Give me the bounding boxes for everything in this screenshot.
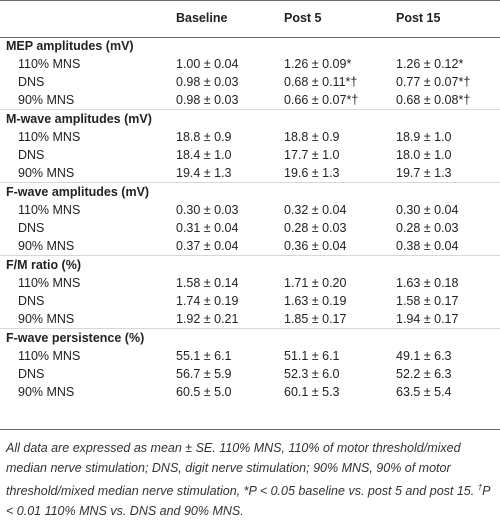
table-cell: 1.58 ± 0.14 [176, 275, 239, 290]
col-header-post5: Post 5 [284, 11, 322, 26]
bottom-rule [0, 429, 500, 430]
table-cell: 0.28 ± 0.03 [396, 220, 459, 235]
dagger-mark: † [477, 483, 483, 492]
table-row: 110% MNS 0.30 ± 0.03 0.32 ± 0.04 0.30 ± 0.0… [0, 201, 500, 219]
table-cell: 1.63 ± 0.18 [396, 275, 459, 290]
table-cell: 1.00 ± 0.04 [176, 56, 239, 71]
table-cell: 1.92 ± 0.21 [176, 311, 239, 326]
section-row: MEP amplitudes (mV) [0, 37, 500, 55]
table-cell: 0.28 ± 0.03 [284, 220, 347, 235]
table-cell: 1.71 ± 0.20 [284, 275, 347, 290]
table-cell: 0.68 ± 0.11*† [284, 74, 358, 89]
table-cell: 18.8 ± 0.9 [284, 129, 340, 144]
table-cell: 52.2 ± 6.3 [396, 366, 452, 381]
section-title: F/M ratio (%) [0, 255, 500, 274]
table-cell: 0.30 ± 0.03 [176, 202, 239, 217]
table-cell: 17.7 ± 1.0 [284, 147, 340, 162]
table-cell: 0.37 ± 0.04 [176, 238, 239, 253]
table-cell: 18.8 ± 0.9 [176, 129, 232, 144]
table-cell: 1.94 ± 0.17 [396, 311, 459, 326]
row-label: 110% MNS [18, 202, 81, 217]
table-row: 90% MNS 19.4 ± 1.3 19.6 ± 1.3 19.7 ± 1.3 [0, 164, 500, 183]
table-cell: 55.1 ± 6.1 [176, 348, 232, 363]
table-cell: 1.26 ± 0.12* [396, 56, 464, 71]
table-cell: 18.9 ± 1.0 [396, 129, 452, 144]
header-row: Baseline Post 5 Post 15 [0, 0, 500, 37]
row-label: 90% MNS [18, 92, 75, 107]
table-cell: 0.31 ± 0.04 [176, 220, 239, 235]
row-label: 110% MNS [18, 56, 81, 71]
table-cell: 0.98 ± 0.03 [176, 74, 239, 89]
row-label: 110% MNS [18, 275, 81, 290]
table-cell: 52.3 ± 6.0 [284, 366, 340, 381]
section-row: F-wave persistence (%) [0, 328, 500, 347]
row-label: 90% MNS [18, 311, 75, 326]
section-title: F-wave persistence (%) [0, 328, 500, 347]
table-cell: 1.26 ± 0.09* [284, 56, 352, 71]
table-row: 110% MNS 18.8 ± 0.9 18.8 ± 0.9 18.9 ± 1.0 [0, 128, 500, 146]
table-cell: 19.7 ± 1.3 [396, 165, 452, 180]
col-header-post15: Post 15 [396, 11, 441, 26]
table-cell: 1.85 ± 0.17 [284, 311, 347, 326]
table-row: 110% MNS 1.00 ± 0.04 1.26 ± 0.09* 1.26 ± 0.… [0, 55, 500, 73]
header-rule [0, 37, 500, 38]
data-table: Baseline Post 5 Post 15 MEP amplitudes (… [0, 0, 500, 401]
table-row: DNS 1.74 ± 0.19 1.63 ± 0.19 1.58 ± 0.17 [0, 292, 500, 310]
table-cell: 18.0 ± 1.0 [396, 147, 452, 162]
table-cell: 0.36 ± 0.04 [284, 238, 347, 253]
row-label: 110% MNS [18, 348, 81, 363]
table-cell: 60.1 ± 5.3 [284, 384, 340, 399]
table-row: 90% MNS 0.37 ± 0.04 0.36 ± 0.04 0.38 ± 0.04 [0, 237, 500, 256]
table-cell: 0.98 ± 0.03 [176, 92, 239, 107]
table-cell: 0.68 ± 0.08*† [396, 92, 471, 107]
row-label: 90% MNS [18, 384, 75, 399]
section-row: M-wave amplitudes (mV) [0, 109, 500, 128]
table-body: MEP amplitudes (mV) 110% MNS 1.00 ± 0.04 1.… [0, 37, 500, 401]
table-cell: 63.5 ± 5.4 [396, 384, 452, 399]
table-row: 110% MNS 1.58 ± 0.14 1.71 ± 0.20 1.63 ± 0.1… [0, 274, 500, 292]
top-rule [0, 0, 500, 1]
row-label: DNS [18, 220, 45, 235]
table-row: DNS 0.31 ± 0.04 0.28 ± 0.03 0.28 ± 0.03 [0, 219, 500, 237]
table-cell: 56.7 ± 5.9 [176, 366, 232, 381]
row-label: DNS [18, 147, 45, 162]
row-label: 90% MNS [18, 238, 75, 253]
table-cell: 0.66 ± 0.07*† [284, 92, 359, 107]
table-row: 90% MNS 60.5 ± 5.0 60.1 ± 5.3 63.5 ± 5.4 [0, 383, 500, 401]
table-cell: 0.32 ± 0.04 [284, 202, 347, 217]
table-cell: 1.74 ± 0.19 [176, 293, 239, 308]
section-title: F-wave amplitudes (mV) [0, 182, 500, 201]
table-footnote: All data are expressed as mean ± SE. 110… [6, 438, 494, 521]
row-label: DNS [18, 293, 45, 308]
table-row: DNS 0.98 ± 0.03 0.68 ± 0.11*† 0.77 ± 0.07*† [0, 73, 500, 91]
section-row: F/M ratio (%) [0, 255, 500, 274]
table-row: 110% MNS 55.1 ± 6.1 51.1 ± 6.1 49.1 ± 6.3 [0, 347, 500, 365]
section-title: M-wave amplitudes (mV) [0, 109, 500, 128]
table-row: DNS 56.7 ± 5.9 52.3 ± 6.0 52.2 ± 6.3 [0, 365, 500, 383]
col-header-label [0, 0, 176, 37]
table-cell: 49.1 ± 6.3 [396, 348, 452, 363]
row-label: 90% MNS [18, 165, 75, 180]
row-label: DNS [18, 74, 45, 89]
table-row: 90% MNS 0.98 ± 0.03 0.66 ± 0.07*† 0.68 ± 0.… [0, 91, 500, 110]
table-cell: 1.58 ± 0.17 [396, 293, 459, 308]
row-label: 110% MNS [18, 129, 81, 144]
footnote-text: All data are expressed as mean ± SE. 110… [6, 441, 478, 499]
table-cell: 51.1 ± 6.1 [284, 348, 340, 363]
table-cell: 1.63 ± 0.19 [284, 293, 347, 308]
table-cell: 19.6 ± 1.3 [284, 165, 340, 180]
section-title: MEP amplitudes (mV) [6, 38, 134, 53]
table-cell: 0.30 ± 0.04 [396, 202, 459, 217]
table-cell: 0.77 ± 0.07*† [396, 74, 471, 89]
table-cell: 18.4 ± 1.0 [176, 147, 232, 162]
table-row: 90% MNS 1.92 ± 0.21 1.85 ± 0.17 1.94 ± 0.17 [0, 310, 500, 329]
table-row: DNS 18.4 ± 1.0 17.7 ± 1.0 18.0 ± 1.0 [0, 146, 500, 164]
table-cell: 0.38 ± 0.04 [396, 238, 459, 253]
row-label: DNS [18, 366, 45, 381]
table-cell: 60.5 ± 5.0 [176, 384, 232, 399]
section-row: F-wave amplitudes (mV) [0, 182, 500, 201]
table-cell: 19.4 ± 1.3 [176, 165, 232, 180]
col-header-baseline: Baseline [176, 11, 228, 26]
